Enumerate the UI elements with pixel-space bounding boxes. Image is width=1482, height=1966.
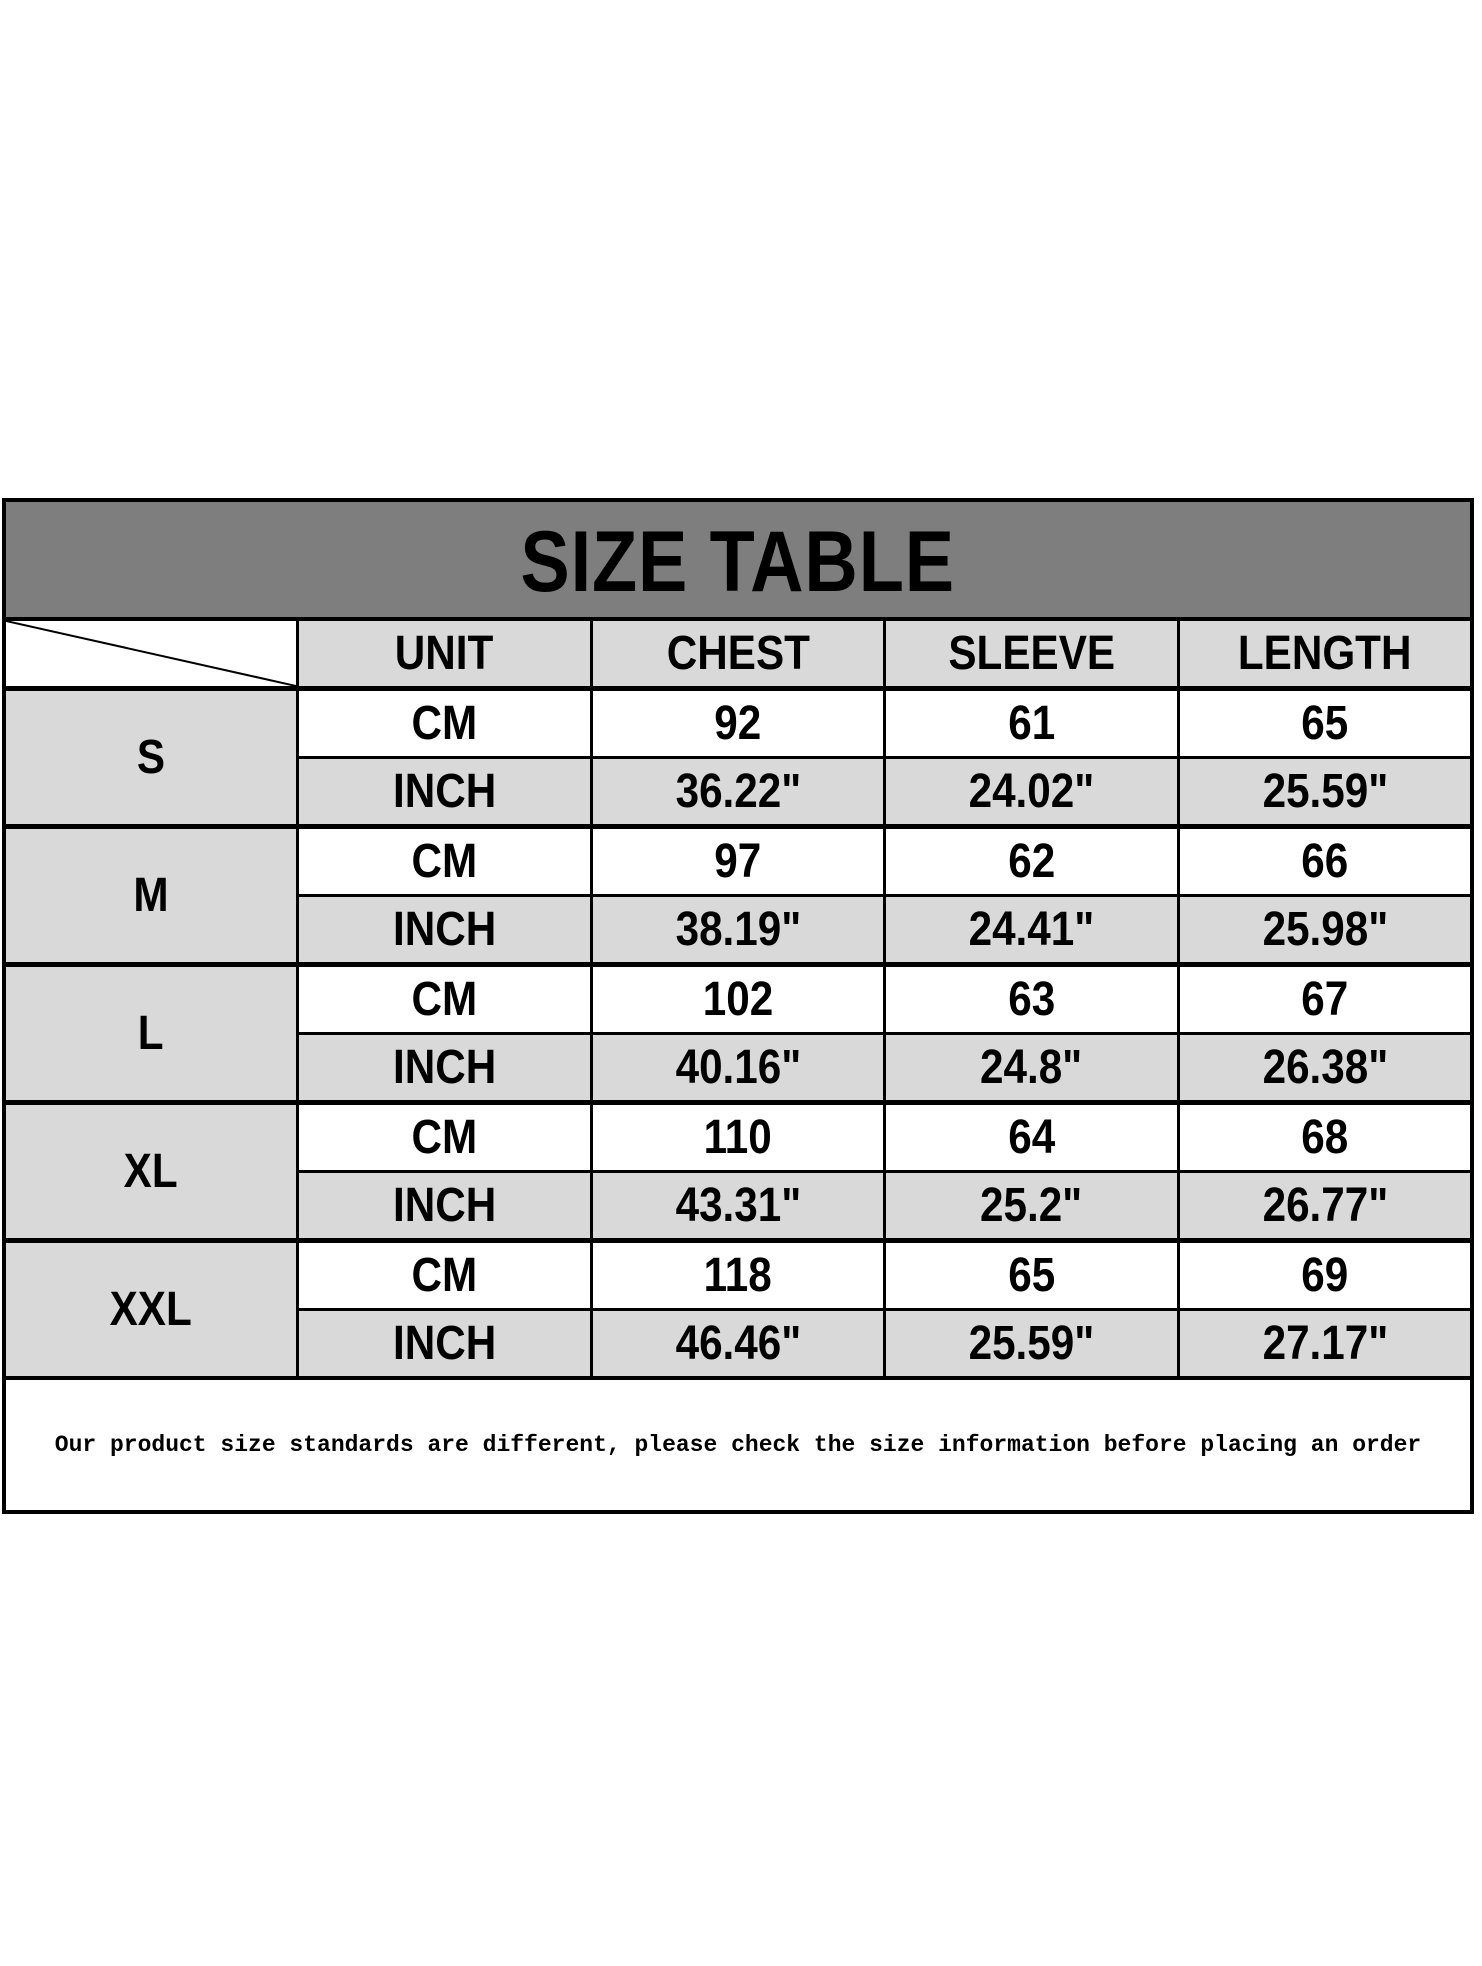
column-header-chest: CHEST (589, 617, 887, 690)
value-xxl-inch-sleeve: 25.59" (883, 1308, 1180, 1380)
row-s-inch: INCH 36.22" 24.02" 25.59" (4, 756, 1474, 828)
value-xl-cm-sleeve: 64 (883, 1100, 1180, 1173)
size-label-m: M (2, 824, 300, 966)
unit-cell-cm: CM (296, 1100, 593, 1173)
value-l-inch-chest: 40.16" (589, 1032, 887, 1104)
value-xl-cm-length: 68 (1176, 1100, 1474, 1173)
size-table-title: SIZE TABLE (520, 513, 956, 610)
unit-cell-cm: CM (296, 1238, 593, 1311)
value-m-cm-length: 66 (1176, 824, 1474, 897)
size-label-l: L (2, 962, 300, 1104)
unit-cell-inch: INCH (296, 756, 593, 828)
value-s-cm-length: 65 (1176, 686, 1474, 759)
unit-cell-inch: INCH (296, 1170, 593, 1242)
value-xl-inch-length: 26.77" (1176, 1170, 1474, 1242)
row-l-inch: INCH 40.16" 24.8" 26.38" (4, 1032, 1474, 1104)
unit-cell-cm: CM (296, 686, 593, 759)
value-xl-inch-sleeve: 25.2" (883, 1170, 1180, 1242)
value-xl-inch-chest: 43.31" (589, 1170, 887, 1242)
size-table-title-bar: SIZE TABLE (2, 498, 1474, 617)
size-label-s: S (2, 686, 300, 828)
row-xl-cm: XL CM 110 64 68 (2, 1100, 1474, 1242)
value-l-cm-chest: 102 (589, 962, 887, 1035)
value-l-inch-sleeve: 24.8" (883, 1032, 1180, 1104)
column-header-unit: UNIT (296, 617, 593, 690)
size-label-xxl: XXL (2, 1238, 300, 1380)
note-text: Our product size standards are different… (54, 1432, 1422, 1458)
value-m-inch-length: 25.98" (1176, 894, 1474, 966)
size-table-block: SIZE TABLE UNIT CHEST SLEEVE LENGTH S CM… (2, 498, 1474, 1514)
unit-cell-inch: INCH (296, 894, 593, 966)
column-header-length: LENGTH (1176, 617, 1474, 690)
value-xxl-inch-chest: 46.46" (589, 1308, 887, 1380)
value-s-cm-chest: 92 (589, 686, 887, 759)
value-m-cm-chest: 97 (589, 824, 887, 897)
value-s-cm-sleeve: 61 (883, 686, 1180, 759)
value-l-inch-length: 26.38" (1176, 1032, 1474, 1104)
row-xxl-inch: INCH 46.46" 25.59" 27.17" (4, 1308, 1474, 1380)
row-s-cm: S CM 92 61 65 (2, 686, 1474, 828)
value-xl-cm-chest: 110 (589, 1100, 887, 1173)
value-l-cm-length: 67 (1176, 962, 1474, 1035)
column-header-sleeve: SLEEVE (883, 617, 1180, 690)
value-xxl-inch-length: 27.17" (1176, 1308, 1474, 1380)
value-s-inch-chest: 36.22" (589, 756, 887, 828)
row-xl-inch: INCH 43.31" 25.2" 26.77" (4, 1170, 1474, 1242)
diagonal-divider-line (6, 621, 296, 686)
diagonal-header-cell (2, 617, 300, 690)
row-l-cm: L CM 102 63 67 (2, 962, 1474, 1104)
value-xxl-cm-chest: 118 (589, 1238, 887, 1311)
row-m-inch: INCH 38.19" 24.41" 25.98" (4, 894, 1474, 966)
value-m-inch-chest: 38.19" (589, 894, 887, 966)
value-xxl-cm-length: 69 (1176, 1238, 1474, 1311)
size-label-xl: XL (2, 1100, 300, 1242)
size-table: UNIT CHEST SLEEVE LENGTH S CM 92 61 65 I… (2, 617, 1474, 1514)
value-xxl-cm-sleeve: 65 (883, 1238, 1180, 1311)
unit-cell-inch: INCH (296, 1308, 593, 1380)
header-row: UNIT CHEST SLEEVE LENGTH (2, 617, 1474, 690)
value-s-inch-sleeve: 24.02" (883, 756, 1180, 828)
value-s-inch-length: 25.59" (1176, 756, 1474, 828)
row-m-cm: M CM 97 62 66 (2, 824, 1474, 966)
unit-cell-inch: INCH (296, 1032, 593, 1104)
value-l-cm-sleeve: 63 (883, 962, 1180, 1035)
value-m-inch-sleeve: 24.41" (883, 894, 1180, 966)
unit-cell-cm: CM (296, 824, 593, 897)
unit-cell-cm: CM (296, 962, 593, 1035)
value-m-cm-sleeve: 62 (883, 824, 1180, 897)
note-row: Our product size standards are different… (2, 1376, 1474, 1514)
note-cell: Our product size standards are different… (2, 1376, 1474, 1514)
row-xxl-cm: XXL CM 118 65 69 (2, 1238, 1474, 1380)
